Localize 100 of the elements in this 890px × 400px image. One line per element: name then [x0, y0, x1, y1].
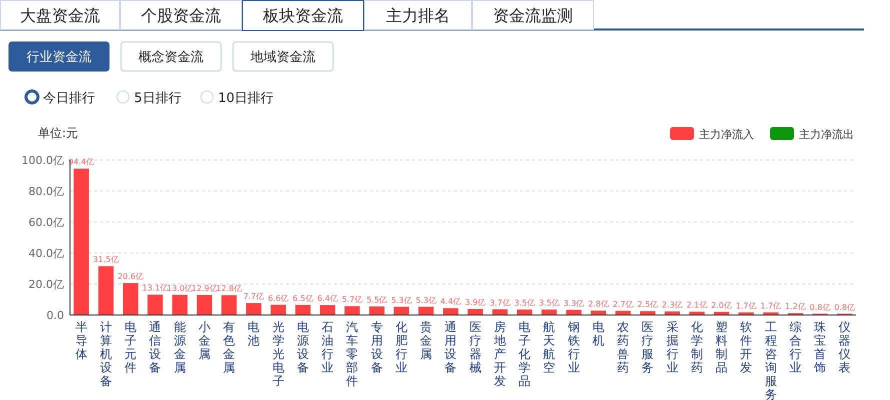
data-label: 2.7亿 — [612, 300, 634, 309]
data-label: 0.8亿 — [810, 302, 830, 312]
data-label: 5.5亿 — [366, 295, 388, 304]
x-tick-label: 钢铁行业 — [566, 320, 580, 374]
bar — [246, 303, 262, 315]
bar — [74, 168, 89, 315]
data-label: 3.5亿 — [514, 298, 535, 308]
x-tick-label: 航天航空 — [543, 320, 556, 374]
data-label: 2.8亿 — [588, 300, 609, 309]
x-tick-label: 专用设备 — [370, 320, 383, 374]
x-tick-label: 电池 — [248, 320, 260, 348]
x-tick-label: 能源金属 — [174, 320, 186, 374]
text: 资金流监测 — [493, 6, 573, 25]
x-tick-label: 珠宝首饰 — [813, 320, 826, 374]
legend-label: 主力净流出 — [799, 128, 854, 141]
data-label: 13.0亿 — [166, 284, 193, 293]
bar — [443, 308, 458, 315]
data-label: 3.9亿 — [464, 298, 486, 307]
data-label: 5.7亿 — [342, 295, 363, 304]
y-tick-label: 0.0 — [46, 309, 64, 322]
x-tick-label: 房地产开发 — [492, 320, 506, 388]
x-tick-label: 电子化学品 — [518, 320, 531, 388]
bar — [418, 306, 434, 315]
data-label: 12.9亿 — [192, 284, 218, 294]
data-label: 20.6亿 — [118, 272, 144, 282]
bar — [344, 306, 360, 315]
data-label: 1.2亿 — [785, 302, 806, 312]
x-tick-label: 电子元件 — [124, 320, 137, 374]
text: 主力排名 — [386, 6, 450, 25]
x-tick-label: 汽车零部件 — [346, 320, 358, 388]
bar — [542, 310, 557, 315]
text: 板块资金流 — [262, 6, 343, 25]
x-tick-label: 半导体 — [75, 320, 88, 361]
x-tick-label: 贵金属 — [420, 320, 432, 361]
bar — [468, 308, 483, 315]
data-label: 6.4亿 — [317, 294, 338, 304]
y-tick-label: 40.0亿 — [28, 247, 64, 260]
data-label: 1.7亿 — [736, 301, 757, 310]
data-label: 6.6亿 — [268, 294, 289, 303]
bar — [689, 312, 705, 315]
x-tick-label: 化肥行业 — [395, 320, 408, 374]
bar — [148, 294, 163, 315]
x-tick-label: 化学制药 — [690, 320, 703, 374]
data-label: 2.3亿 — [662, 300, 683, 310]
x-tick-label: 软件开发 — [740, 320, 752, 374]
data-label: 4.4亿 — [440, 297, 462, 306]
text: 大盘资金流 — [20, 6, 100, 25]
data-label: 13.1亿 — [142, 284, 168, 293]
y-axis-title: 单位:元 — [38, 126, 78, 140]
x-tick-label: 光学光电子 — [272, 320, 284, 388]
y-tick-label: 60.0亿 — [28, 216, 64, 229]
x-tick-label: 石油行业 — [322, 320, 334, 374]
data-label: 0.8亿 — [834, 302, 856, 312]
data-label: 2.5亿 — [637, 300, 658, 310]
x-tick-label: 综合行业 — [789, 320, 802, 374]
x-tick-label: 通用设备 — [444, 320, 457, 374]
bar — [394, 306, 410, 315]
x-tick-label: 计算机设备 — [100, 320, 112, 388]
legend-label: 主力净流入 — [699, 128, 754, 141]
text: 5日排行 — [134, 91, 182, 106]
bar — [516, 310, 532, 315]
x-tick-label: 农药兽药 — [617, 320, 630, 374]
x-tick-label: 电机 — [592, 320, 604, 348]
bar — [221, 295, 237, 315]
x-tick-label: 采掘行业 — [666, 320, 678, 374]
x-tick-label: 工程咨询服务 — [764, 320, 777, 400]
bar — [172, 294, 188, 315]
data-label: 3.7亿 — [490, 298, 510, 308]
bar — [369, 306, 384, 315]
x-tick-label: 小金属 — [198, 320, 210, 361]
data-label: 2.1亿 — [686, 300, 708, 310]
data-label: 6.5亿 — [292, 294, 314, 303]
x-tick-label: 医疗器械 — [469, 320, 482, 374]
x-tick-label: 通信设备 — [149, 320, 162, 374]
text: 10日排行 — [218, 91, 274, 106]
text: 个股资金流 — [141, 6, 221, 25]
bar — [590, 310, 606, 315]
data-label: 3.3亿 — [563, 298, 584, 308]
x-tick-label: 电源设备 — [296, 320, 309, 374]
text: 行业资金流 — [26, 49, 92, 65]
text: 概念资金流 — [138, 49, 204, 65]
x-tick-label: 塑料制品 — [716, 320, 728, 374]
data-label: 12.8亿 — [216, 284, 242, 294]
bar — [98, 266, 114, 315]
bar — [196, 295, 212, 315]
bar — [122, 283, 138, 315]
data-label: 1.7亿 — [760, 301, 782, 310]
y-tick-label: 100.0亿 — [22, 154, 64, 167]
data-label: 5.3亿 — [391, 296, 412, 305]
x-tick-label: 医疗服务 — [642, 320, 654, 374]
y-tick-label: 20.0亿 — [28, 278, 64, 291]
bar — [320, 305, 336, 315]
x-tick-label: 仪器仪表 — [838, 320, 851, 374]
data-label: 7.7亿 — [243, 292, 264, 302]
data-label: 31.5亿 — [93, 255, 119, 264]
data-label: 3.5亿 — [538, 298, 560, 308]
data-label: 2.0亿 — [711, 300, 732, 310]
x-tick-label: 有色金属 — [223, 320, 236, 374]
data-label: 5.3亿 — [416, 296, 436, 305]
bar — [640, 311, 656, 315]
